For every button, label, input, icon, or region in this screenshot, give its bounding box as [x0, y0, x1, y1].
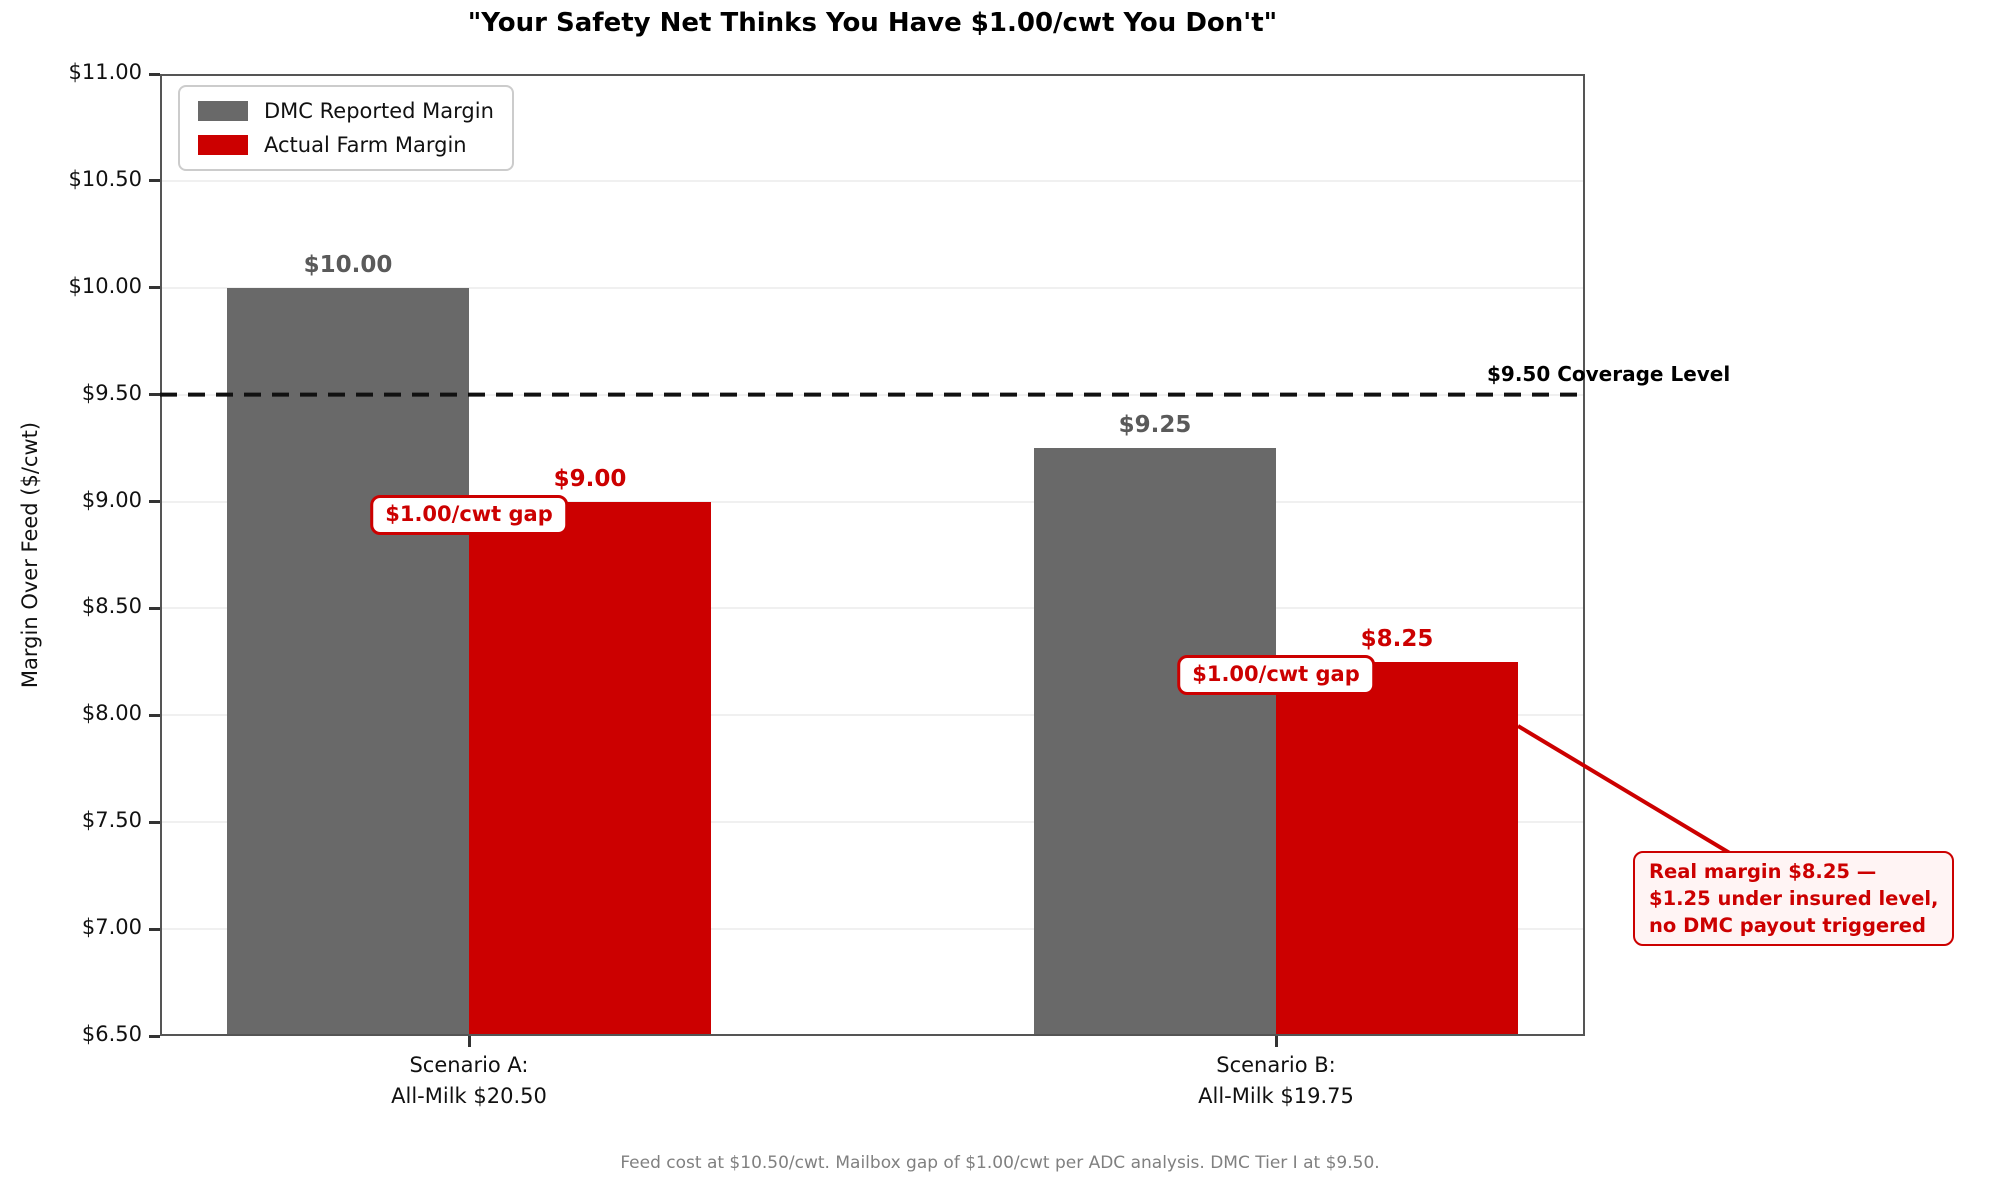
y-tick-label: $10.00 [68, 273, 142, 298]
y-tick-mark [149, 820, 160, 824]
bar-value-label: $9.00 [553, 465, 627, 492]
y-tick-label: $7.50 [81, 808, 142, 833]
y-tick-mark [149, 72, 160, 76]
legend: DMC Reported Margin Actual Farm Margin [178, 85, 514, 171]
y-tick-label: $8.00 [81, 701, 142, 726]
bar-dmc-reported-margin-scenario-a [227, 287, 469, 1036]
y-tick-mark [149, 1034, 160, 1038]
y-tick-label: $9.50 [81, 380, 142, 405]
footnote: Feed cost at $10.50/cwt. Mailbox gap of … [620, 1153, 1380, 1173]
y-tick-label: $8.50 [81, 594, 142, 619]
y-tick-mark [149, 286, 160, 290]
y-tick-label: $6.50 [81, 1022, 142, 1046]
bar-actual-farm-margin-scenario-b [1276, 661, 1518, 1036]
bar-value-label: $9.25 [1118, 412, 1192, 439]
legend-label: DMC Reported Margin [264, 99, 494, 123]
y-tick-mark [149, 927, 160, 931]
y-tick-label: $11.00 [68, 60, 142, 84]
gridline [160, 607, 1585, 610]
y-tick-mark [149, 500, 160, 504]
y-tick-label: $10.50 [68, 166, 142, 191]
gridline [160, 821, 1585, 824]
gridline [160, 714, 1585, 717]
bar-value-label: $10.00 [303, 251, 393, 278]
legend-swatch-dmc-reported-margin [198, 101, 248, 121]
y-tick-mark [149, 393, 160, 397]
callout-line: no DMC payout triggered [1649, 914, 1926, 937]
chart-title: "Your Safety Net Thinks You Have $1.00/c… [467, 8, 1278, 38]
coverage-level-label: $9.50 Coverage Level [1487, 362, 1731, 386]
bar-value-label: $8.25 [1360, 625, 1434, 652]
legend-item: DMC Reported Margin [198, 99, 494, 123]
x-tick-label: Scenario A: All-Milk $20.50 [391, 1053, 547, 1108]
gridline [160, 928, 1585, 931]
y-tick-mark [149, 606, 160, 610]
callout-box: Real margin $8.25 — $1.25 under insured l… [1633, 851, 1955, 946]
bar-dmc-reported-margin-scenario-b [1034, 448, 1276, 1036]
gap-annotation: $1.00/cwt gap [1177, 654, 1375, 695]
x-tick-mark [1274, 1036, 1278, 1047]
y-tick-mark [149, 713, 160, 717]
gridline [160, 179, 1585, 182]
legend-swatch-actual-farm-margin [198, 135, 248, 155]
y-tick-mark [149, 179, 160, 183]
x-tick-mark [467, 1036, 471, 1047]
gridline [160, 500, 1585, 503]
legend-label: Actual Farm Margin [264, 133, 467, 157]
bar-actual-farm-margin-scenario-a [469, 501, 711, 1036]
callout-line: Real margin $8.25 — [1649, 860, 1877, 883]
gridline [160, 286, 1585, 289]
x-tick-label: Scenario B: All-Milk $19.75 [1198, 1053, 1354, 1108]
y-tick-label: $9.00 [81, 487, 142, 512]
gap-annotation: $1.00/cwt gap [370, 494, 568, 535]
y-tick-label: $7.00 [81, 915, 142, 940]
callout-line: $1.25 under insured level, [1649, 887, 1939, 910]
legend-item: Actual Farm Margin [198, 133, 494, 157]
